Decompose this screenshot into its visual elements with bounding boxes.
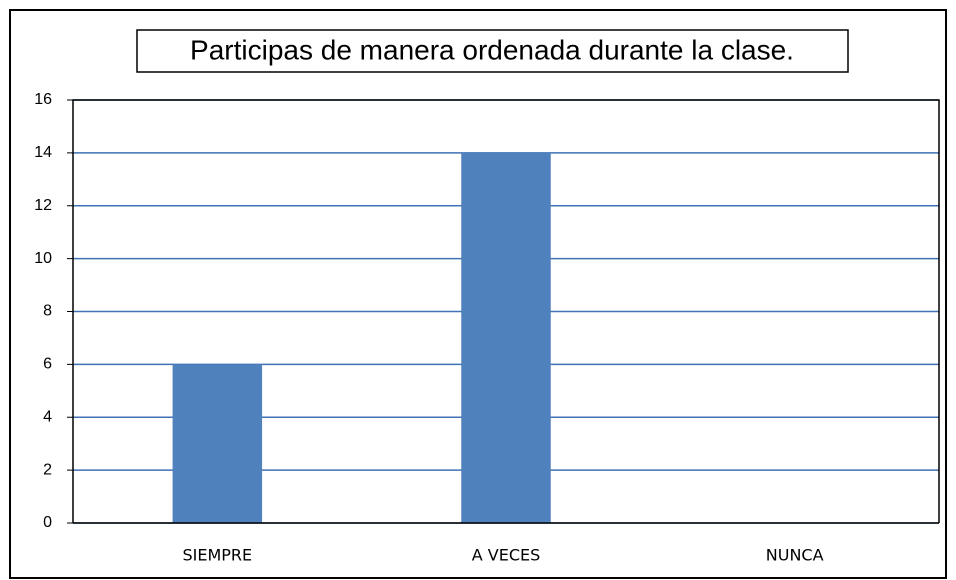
x-tick-label: NUNCA bbox=[766, 546, 824, 565]
bar bbox=[172, 364, 263, 523]
x-tick-label: A VECES bbox=[472, 546, 541, 565]
y-tick-label: 8 bbox=[43, 303, 52, 320]
y-tick-label: 4 bbox=[43, 408, 52, 425]
plot-border bbox=[72, 99, 940, 523]
y-tick-label: 16 bbox=[34, 91, 52, 108]
y-tick-label: 0 bbox=[43, 514, 52, 531]
y-tick-label: 2 bbox=[43, 461, 52, 478]
chart-title: Participas de manera ordenada durante la… bbox=[190, 34, 794, 65]
bar bbox=[461, 152, 551, 523]
title-box bbox=[136, 29, 849, 73]
x-tick-label: SIEMPRE bbox=[182, 546, 252, 565]
y-tick-label: 10 bbox=[34, 250, 52, 267]
y-tick-label: 14 bbox=[34, 144, 52, 161]
y-tick-label: 12 bbox=[34, 197, 52, 214]
y-tick-label: 6 bbox=[43, 356, 52, 373]
